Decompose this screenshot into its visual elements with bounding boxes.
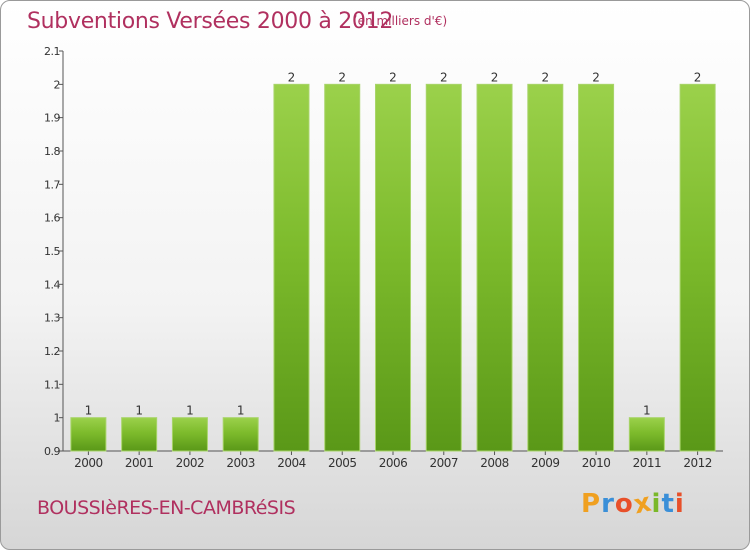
bar-2002 — [171, 417, 208, 452]
bar-2007 — [425, 83, 462, 452]
y-tick-label: 0.9 — [44, 445, 60, 458]
y-tick-label: 1.1 — [44, 378, 60, 391]
bar-2009 — [527, 83, 564, 452]
chart-unit: (en milliers d'€) — [353, 14, 448, 28]
logo-letter: o — [614, 489, 634, 519]
chart-bars — [70, 83, 716, 452]
bar-2004 — [273, 83, 310, 452]
x-tick-label: 2007 — [429, 456, 458, 470]
y-tick-label: 1.2 — [44, 345, 60, 358]
x-tick-label: 2006 — [379, 456, 408, 470]
data-label: 2 — [592, 70, 600, 84]
data-label: 1 — [643, 404, 651, 418]
y-tick-label: 1.6 — [44, 212, 60, 225]
logo-letter: P — [581, 489, 602, 519]
logo-letter: i — [651, 489, 662, 519]
data-label: 1 — [135, 404, 143, 418]
y-tick-label: 2.1 — [44, 45, 60, 58]
y-tick-label: 1 — [54, 412, 61, 425]
bar-2012 — [679, 83, 716, 452]
x-tick-label: 2002 — [176, 456, 205, 470]
bar-2000 — [70, 417, 107, 452]
x-tick-label: 2000 — [74, 456, 103, 470]
x-tick-label: 2010 — [582, 456, 611, 470]
data-label: 2 — [491, 70, 499, 84]
chart-labels: 2000 1 2001 1 2002 1 2003 1 2004 2 2005 2 2006 2 2007 2… — [74, 70, 712, 470]
data-label: 1 — [237, 404, 245, 418]
x-tick-label: 2009 — [531, 456, 560, 470]
x-tick-label: 2012 — [683, 456, 712, 470]
bar-2003 — [222, 417, 259, 452]
commune-name: BOUSSIèRES-EN-CAMBRéSIS — [37, 497, 296, 519]
bar-2006 — [375, 83, 411, 452]
proxiti-logo: Proxiti — [581, 487, 685, 520]
x-tick-label: 2011 — [633, 456, 662, 470]
data-label: 1 — [85, 404, 93, 418]
y-tick-label: 1.4 — [44, 278, 60, 291]
x-tick-label: 2008 — [480, 456, 509, 470]
y-tick-label: 1.7 — [44, 178, 60, 191]
data-label: 2 — [541, 70, 549, 84]
bar-2005 — [324, 83, 361, 452]
x-tick-label: 2004 — [277, 456, 306, 470]
y-tick-label: 1.8 — [44, 145, 60, 158]
data-label: 2 — [288, 70, 296, 84]
y-tick-label: 1.9 — [44, 112, 60, 125]
data-label: 2 — [338, 70, 346, 84]
chart-title: Subventions Versées 2000 à 2012 — [27, 9, 394, 34]
bar-2010 — [578, 83, 615, 452]
x-tick-label: 2001 — [125, 456, 154, 470]
y-tick-label: 2 — [54, 78, 61, 91]
data-label: 2 — [440, 70, 448, 84]
logo-letter: r — [601, 489, 615, 519]
x-tick-label: 2005 — [328, 456, 357, 470]
y-tick-label: 1.3 — [44, 312, 60, 325]
y-tick-label: 1.5 — [44, 245, 60, 258]
data-label: 1 — [186, 404, 194, 418]
logo-letter: i — [674, 489, 685, 519]
x-tick-label: 2003 — [226, 456, 255, 470]
bar-2011 — [628, 417, 665, 452]
data-label: 2 — [694, 70, 702, 84]
logo-letter: t — [661, 489, 675, 519]
bar-2001 — [121, 417, 158, 452]
data-label: 2 — [389, 70, 397, 84]
bar-2008 — [476, 83, 513, 452]
